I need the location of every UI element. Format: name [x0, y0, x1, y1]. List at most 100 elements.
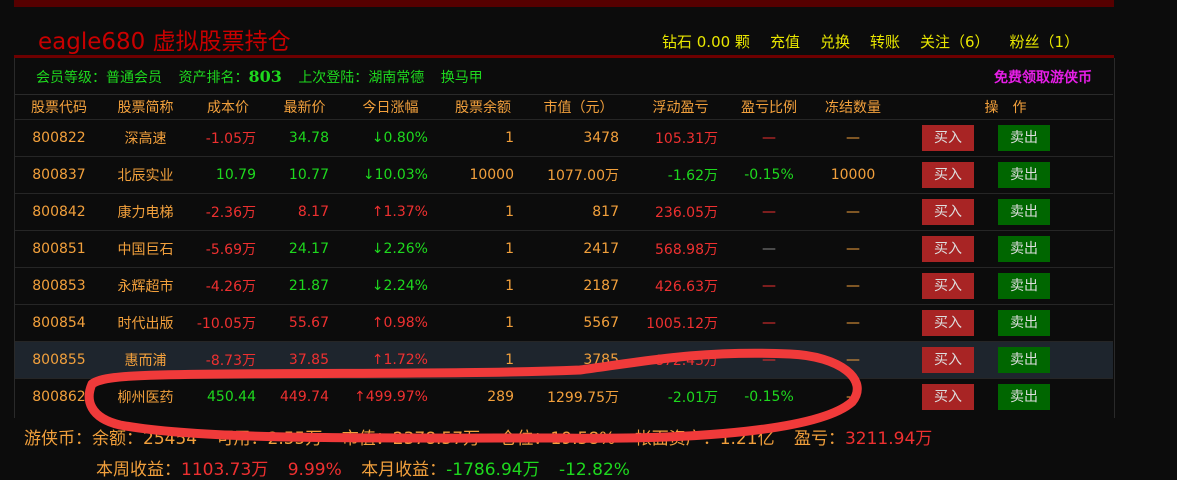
cell-pnl: 426.63万: [631, 267, 730, 305]
column-header: 成本价: [207, 100, 249, 116]
coin-balance: 25454: [143, 429, 198, 449]
column-header: 操 作: [984, 100, 1027, 116]
cell-ratio: -0.15%: [730, 156, 808, 194]
assets-label: 帐面资产：: [634, 429, 720, 449]
cell-change: ↓0.80%: [341, 119, 440, 157]
cell-qty: 1: [440, 230, 526, 268]
coin-label: 游侠币：余额：: [24, 429, 143, 449]
login-label: 上次登陆：: [298, 70, 369, 86]
available: 2.55万: [267, 429, 323, 449]
cell-frozen: 10000: [808, 156, 898, 194]
buy-cell: 买入: [898, 193, 998, 231]
member-info: 会员等级：普通会员 资产排名：803 上次登陆：湖南常德 换马甲: [36, 67, 495, 87]
cell-qty: 1: [440, 341, 526, 379]
level-label: 会员等级：: [36, 70, 106, 86]
cell-price: 34.78: [268, 119, 341, 157]
cell-qty: 1: [440, 119, 526, 157]
cell-value: 5567: [526, 304, 631, 342]
table-row: 800853 永辉超市 -4.26万 21.87 ↓2.24% 1 2187 426.63万 —…: [15, 267, 1113, 305]
cell-price: 449.74: [268, 378, 341, 415]
coin-summary: 游侠币：余额：25454 可用：2.55万 市值：2378.57万 仓位：19.…: [24, 424, 946, 449]
cell-pnl: 872.45万: [631, 341, 730, 379]
cell-name: 北辰实业: [103, 156, 188, 194]
cell-code: 800842: [15, 193, 103, 231]
sell-button[interactable]: 卖出: [998, 384, 1050, 410]
sell-button[interactable]: 卖出: [998, 347, 1050, 373]
buy-button[interactable]: 买入: [922, 384, 974, 410]
cell-value: 1077.00万: [526, 156, 631, 194]
column-header: 浮动盈亏: [652, 100, 709, 116]
holdings-panel: [14, 58, 1115, 418]
free-coin-link[interactable]: 免费领取游侠币: [994, 70, 1092, 86]
cell-code: 800837: [15, 156, 103, 194]
week-pct: 9.99%: [287, 460, 342, 480]
sell-button[interactable]: 卖出: [998, 310, 1050, 336]
sell-button[interactable]: 卖出: [998, 273, 1050, 299]
change-account-link[interactable]: 换马甲: [440, 70, 483, 86]
rank-label: 资产排名：: [178, 70, 249, 86]
sell-cell: 卖出: [998, 267, 1113, 305]
sell-cell: 卖出: [998, 378, 1113, 415]
cell-ratio: —: [730, 193, 808, 231]
cell-change: ↑1.72%: [341, 341, 440, 379]
cell-qty: 289: [440, 378, 526, 415]
position: 19.58%: [550, 429, 616, 449]
market-value: 2378.57万: [392, 429, 481, 449]
table-row: 800851 中国巨石 -5.69万 24.17 ↓2.26% 1 2417 568.98万 —…: [15, 230, 1113, 268]
sell-cell: 卖出: [998, 119, 1113, 157]
transfer-link[interactable]: 转账: [869, 33, 900, 51]
buy-button[interactable]: 买入: [922, 347, 974, 373]
top-bar: [14, 0, 1114, 7]
cell-frozen: —: [808, 193, 898, 231]
buy-cell: 买入: [898, 156, 998, 194]
cell-change: ↓2.26%: [341, 230, 440, 268]
cell-pnl: 105.31万: [631, 119, 730, 157]
sell-button[interactable]: 卖出: [998, 199, 1050, 225]
cell-change: ↑0.98%: [341, 304, 440, 342]
month-gain: -1786.94万: [446, 460, 540, 480]
page-title: eagle680 虚拟股票持仓: [38, 29, 291, 55]
cell-code: 800851: [15, 230, 103, 268]
buy-button[interactable]: 买入: [922, 273, 974, 299]
cell-cost: -1.05万: [188, 119, 268, 157]
recharge-link[interactable]: 充值: [769, 33, 800, 51]
column-header: 最新价: [283, 100, 326, 116]
sell-cell: 卖出: [998, 230, 1113, 268]
fans-link[interactable]: 粉丝（1）: [1009, 33, 1080, 51]
cell-code: 800862: [15, 378, 103, 415]
sell-cell: 卖出: [998, 341, 1113, 379]
cell-price: 8.17: [268, 193, 341, 231]
sell-button[interactable]: 卖出: [998, 236, 1050, 262]
sell-button[interactable]: 卖出: [998, 162, 1050, 188]
buy-button[interactable]: 买入: [922, 162, 974, 188]
cell-pnl: -2.01万: [631, 378, 730, 415]
following-link[interactable]: 关注（6）: [919, 33, 990, 51]
cell-cost: 10.79: [188, 156, 268, 194]
column-header: 股票简称: [117, 100, 174, 116]
sell-cell: 卖出: [998, 156, 1113, 194]
buy-button[interactable]: 买入: [922, 125, 974, 151]
cell-price: 21.87: [268, 267, 341, 305]
cell-frozen: —: [808, 304, 898, 342]
top-links: 钻石 0.00 颗 充值 兑换 转账 关注（6） 粉丝（1）: [662, 31, 1099, 52]
cell-price: 10.77: [268, 156, 341, 194]
week-gain: 1103.73万: [181, 460, 269, 480]
column-header: 盈亏比例: [741, 100, 797, 116]
buy-button[interactable]: 买入: [922, 310, 974, 336]
buy-button[interactable]: 买入: [922, 199, 974, 225]
cell-name: 中国巨石: [103, 230, 188, 268]
exchange-link[interactable]: 兑换: [819, 33, 850, 51]
sell-button[interactable]: 卖出: [998, 125, 1050, 151]
cell-qty: 10000: [440, 156, 526, 194]
buy-cell: 买入: [898, 341, 998, 379]
buy-button[interactable]: 买入: [922, 236, 974, 262]
cell-ratio: —: [730, 341, 808, 379]
cell-cost: -8.73万: [188, 341, 268, 379]
cell-cost: -4.26万: [188, 267, 268, 305]
cell-change: ↑499.97%: [341, 378, 440, 415]
cell-qty: 1: [440, 304, 526, 342]
column-header: 股票余额: [455, 100, 511, 116]
table-row: 800854 时代出版 -10.05万 55.67 ↑0.98% 1 5567 1005.12…: [15, 304, 1113, 342]
cell-change: ↓2.24%: [341, 267, 440, 305]
cell-ratio: -0.15%: [730, 378, 808, 415]
